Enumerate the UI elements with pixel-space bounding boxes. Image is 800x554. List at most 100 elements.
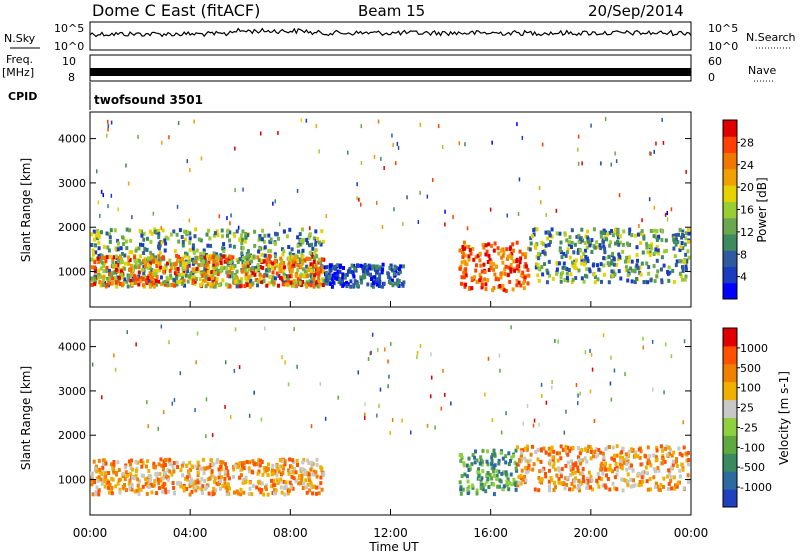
heatmap-cell [250, 469, 254, 474]
heatmap-cell [214, 280, 218, 285]
heatmap-cell [516, 483, 520, 488]
heatmap-cell [517, 475, 521, 480]
heatmap-cell [296, 263, 300, 268]
heatmap-cell [570, 228, 574, 233]
heatmap-cell [462, 461, 466, 466]
heatmap-cell [389, 281, 393, 285]
heatmap-cell [250, 259, 254, 264]
heatmap-cell [681, 465, 685, 470]
heatmap-speck [440, 406, 443, 411]
heatmap-cell [238, 257, 242, 262]
heatmap-cell [504, 454, 508, 459]
heatmap-cell [188, 492, 192, 497]
nsearch-tick-bottom: 10^0 [708, 40, 738, 53]
heatmap-cell [170, 472, 174, 477]
heatmap-cell [597, 267, 601, 272]
heatmap-cell [132, 476, 136, 481]
heatmap-cell [272, 280, 276, 285]
heatmap-cell [601, 483, 605, 488]
heatmap-speck [648, 197, 651, 202]
heatmap-cell [221, 484, 225, 489]
heatmap-speck [565, 409, 567, 414]
heatmap-cell [330, 277, 334, 282]
heatmap-cell [105, 481, 109, 486]
heatmap-speck [397, 145, 400, 150]
heatmap-cell [520, 273, 524, 278]
heatmap-cell [512, 477, 516, 482]
heatmap-speck [367, 357, 370, 361]
heatmap-cell [490, 461, 494, 466]
heatmap-cell [139, 261, 143, 266]
heatmap-cell [599, 262, 603, 267]
xtick-label: 00:00 [674, 526, 709, 540]
heatmap-cell [133, 264, 137, 269]
heatmap-cell [582, 279, 586, 284]
heatmap-cell [225, 492, 229, 497]
heatmap-cell [599, 234, 603, 239]
heatmap-cell [260, 258, 264, 263]
nave-label: Nave [748, 64, 776, 77]
heatmap-cell [390, 278, 394, 283]
heatmap-cell [484, 489, 488, 494]
heatmap-cell [574, 476, 577, 481]
heatmap-cell [606, 477, 610, 481]
heatmap-cell [226, 233, 229, 238]
heatmap-cell [372, 281, 375, 285]
heatmap-cell [153, 256, 157, 261]
heatmap-cell [173, 278, 177, 283]
heatmap-cell [368, 272, 372, 277]
heatmap-cell [208, 236, 212, 241]
heatmap-cell [461, 250, 464, 254]
heatmap-cell [153, 229, 157, 234]
heatmap-cell [307, 460, 311, 465]
heatmap-cell [482, 262, 486, 267]
heatmap-cell [524, 446, 527, 451]
heatmap-cell [152, 465, 156, 470]
heatmap-cell [592, 227, 596, 232]
heatmap-cell [116, 247, 120, 252]
cpid-label: CPID [8, 90, 37, 103]
heatmap-cell [103, 484, 107, 489]
heatmap-cell [362, 273, 366, 278]
heatmap-cell [129, 466, 133, 470]
heatmap-speck [518, 177, 521, 182]
heatmap-cell [537, 256, 541, 261]
heatmap-cell [246, 270, 250, 275]
heatmap-cell [568, 473, 572, 477]
heatmap-cell [312, 236, 316, 241]
heatmap-cell [107, 280, 111, 285]
heatmap-cell [531, 444, 534, 449]
heatmap-cell [256, 471, 260, 476]
heatmap-cell [226, 284, 230, 289]
heatmap-cell [566, 460, 570, 465]
heatmap-cell [220, 460, 224, 465]
heatmap-cell [246, 260, 250, 265]
heatmap-cell [671, 268, 675, 273]
heatmap-cell [596, 263, 599, 268]
heatmap-cell [241, 268, 245, 273]
heatmap-cell [565, 271, 569, 276]
heatmap-cell [338, 265, 342, 270]
heatmap-cell [393, 266, 397, 271]
heatmap-cell [514, 448, 518, 453]
heatmap-cell [317, 485, 321, 490]
heatmap-cell [219, 261, 223, 265]
heatmap-cell [626, 268, 630, 273]
heatmap-cell [568, 255, 572, 260]
heatmap-cell [583, 248, 587, 253]
heatmap-cell [586, 479, 590, 484]
heatmap-cell [620, 466, 624, 471]
heatmap-cell [670, 465, 674, 470]
heatmap-cell [261, 265, 265, 270]
heatmap-cell [553, 467, 557, 472]
heatmap-cell [227, 484, 230, 489]
heatmap-cell [572, 484, 576, 489]
heatmap-cell [567, 242, 571, 247]
heatmap-cell [353, 267, 357, 271]
heatmap-cell [498, 284, 502, 288]
heatmap-cell [127, 459, 131, 464]
heatmap-cell [564, 278, 567, 283]
heatmap-cell [137, 246, 141, 251]
heatmap-cell [112, 463, 116, 468]
heatmap-cell [499, 271, 503, 276]
